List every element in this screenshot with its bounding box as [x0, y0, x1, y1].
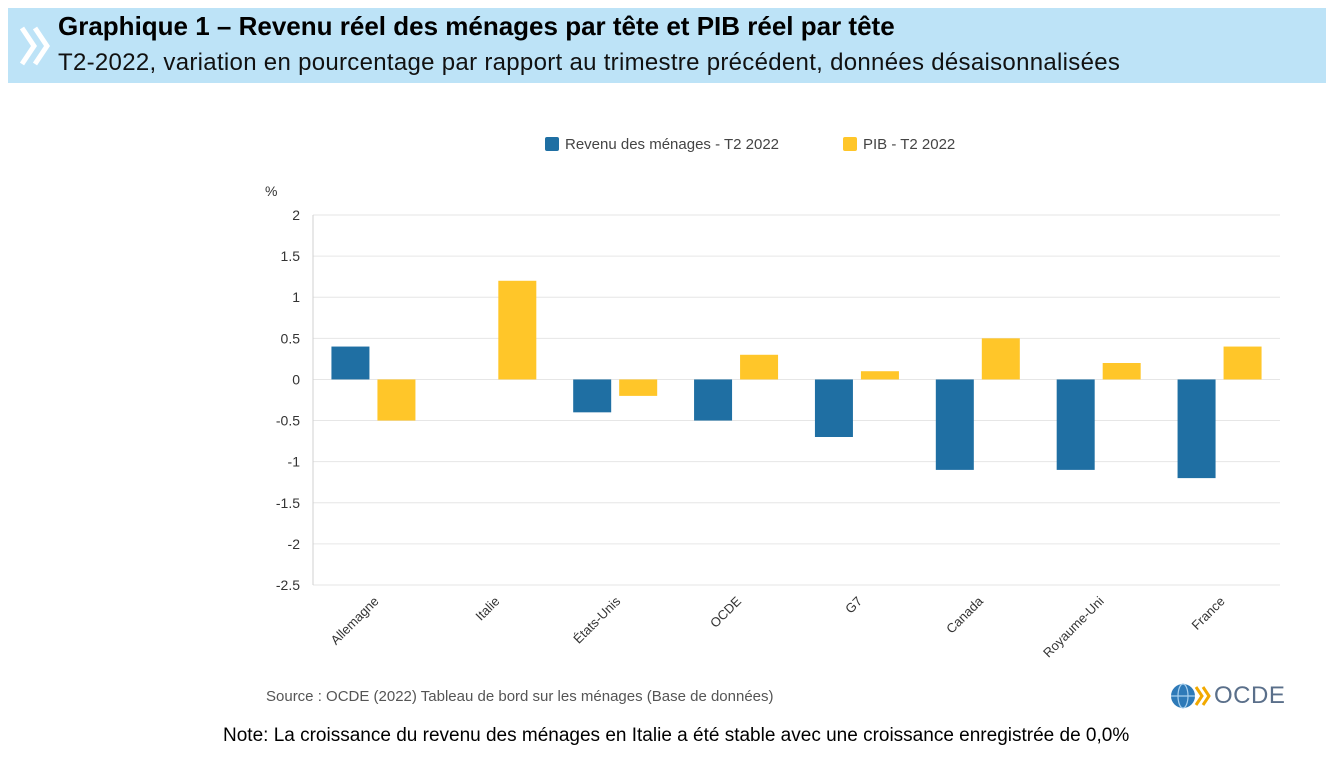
chart-subtitle: T2-2022, variation en pourcentage par ra…: [58, 49, 1121, 76]
logo-text: OCDE: [1214, 682, 1286, 709]
bar-gdp: [981, 338, 1020, 380]
x-tick-label: Royaume-Uni: [1040, 593, 1107, 660]
bar-household: [573, 379, 612, 413]
chevron-right-icon: [19, 26, 51, 66]
x-tick-label: Italie: [472, 594, 502, 624]
header-banner: Graphique 1 – Revenu réel des ménages pa…: [8, 8, 1326, 83]
legend-item-household[interactable]: Revenu des ménages - T2 2022: [545, 133, 779, 155]
bar-household: [694, 379, 733, 421]
y-tick-label: -1.5: [276, 495, 300, 511]
note-text: Note: La croissance du revenu des ménage…: [223, 725, 1130, 746]
bar-gdp: [619, 379, 658, 396]
bar-gdp: [1223, 346, 1262, 380]
y-tick-label: -1: [288, 454, 301, 470]
x-tick-label: G7: [842, 594, 865, 617]
y-tick-label: 1.5: [281, 248, 301, 264]
y-tick-label: 0.5: [281, 330, 301, 346]
legend-swatch-household: [545, 137, 559, 151]
y-tick-label: -0.5: [276, 413, 300, 429]
x-tick-label: États-Unis: [570, 593, 623, 646]
legend-item-gdp[interactable]: PIB - T2 2022: [843, 133, 955, 155]
x-tick-label: France: [1188, 594, 1227, 633]
bar-household: [1177, 379, 1216, 479]
y-tick-label: 1: [292, 289, 300, 305]
x-tick-label: Allemagne: [328, 594, 382, 648]
x-tick-label: OCDE: [707, 593, 744, 630]
bar-gdp: [377, 379, 416, 421]
legend-label-household: Revenu des ménages - T2 2022: [565, 135, 780, 153]
bar-household: [814, 379, 853, 437]
bar-gdp: [1102, 363, 1141, 380]
y-tick-label: -2.5: [276, 577, 300, 593]
bar-gdp: [740, 354, 779, 380]
bar-chart: % 2 1.5 1 0.5 0 -0.5 -1 -1.5 -2 -2.5 Allemagne Itali…: [265, 183, 1280, 660]
chart-legend: Revenu des ménages - T2 2022 PIB - T2 20…: [0, 133, 1326, 155]
oecd-logo: OCDE: [1170, 680, 1292, 712]
bar-gdp: [498, 280, 537, 380]
bar-household: [935, 379, 974, 470]
globe-icon: [1171, 683, 1211, 709]
y-axis-unit-label: %: [265, 183, 277, 199]
legend-swatch-gdp: [843, 137, 857, 151]
source-text: Source : OCDE (2022) Tableau de bord sur…: [266, 688, 774, 705]
legend-label-gdp: PIB - T2 2022: [863, 135, 956, 153]
bar-household: [331, 346, 370, 380]
y-tick-label: 0: [292, 371, 300, 387]
y-tick-label: -2: [288, 536, 301, 552]
chart-title: Graphique 1 – Revenu réel des ménages pa…: [58, 11, 895, 41]
x-tick-label: Canada: [943, 593, 986, 636]
bar-household: [1056, 379, 1095, 470]
y-tick-label: 2: [292, 207, 300, 223]
bar-gdp: [860, 371, 899, 380]
